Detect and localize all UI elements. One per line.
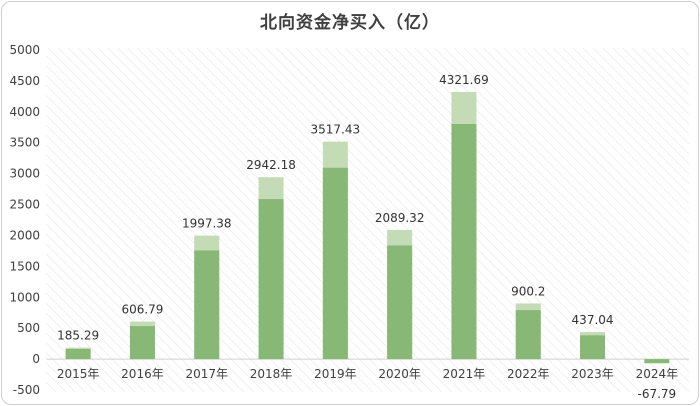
y-tick-label: 1000	[9, 290, 40, 304]
y-tick-label: 2000	[9, 228, 40, 242]
bars	[65, 91, 670, 364]
data-label: 1997.38	[182, 217, 232, 231]
x-tick-label: 2018年	[250, 367, 293, 381]
x-tick-label: 2022年	[507, 367, 550, 381]
bar-inner	[322, 167, 348, 360]
x-tick-label: 2021年	[443, 367, 486, 381]
y-tick-label: 1500	[9, 259, 40, 273]
y-tick-label: -500	[13, 383, 40, 397]
bar-inner	[451, 123, 477, 360]
y-tick-label: 2500	[9, 198, 40, 212]
y-tick-label: 4500	[9, 74, 40, 88]
bar-inner	[515, 310, 541, 360]
data-label: 3517.43	[311, 123, 361, 137]
x-tick-label: 2020年	[378, 367, 421, 381]
x-tick-label: 2024年	[636, 367, 679, 381]
bar-inner	[387, 245, 413, 360]
x-tick-label: 2023年	[571, 367, 614, 381]
x-tick-label: 2017年	[185, 367, 228, 381]
y-tick-label: 3000	[9, 167, 40, 181]
chart-title: 北向资金净买入（亿）	[260, 13, 440, 33]
y-tick-label: 0	[32, 352, 40, 366]
y-tick-label: 5000	[9, 43, 40, 57]
bar-inner	[194, 250, 220, 360]
data-label: -67.79	[638, 387, 677, 401]
y-tick-label: 3500	[9, 136, 40, 150]
data-label: 2089.32	[375, 211, 425, 225]
bar	[644, 359, 670, 364]
y-axis: -500 0 500 1000 1500 2000 2500 3000 3500 4000 4500…	[9, 43, 689, 397]
x-tick-label: 2015年	[57, 367, 100, 381]
x-tick-label: 2016年	[121, 367, 164, 381]
data-label: 185.29	[57, 329, 99, 343]
data-label: 900.2	[511, 284, 545, 298]
bar-inner	[65, 349, 91, 360]
x-tick-label: 2019年	[314, 367, 357, 381]
y-tick-label: 4000	[9, 105, 40, 119]
y-tick-label: 500	[17, 321, 40, 335]
data-label: 606.79	[121, 303, 163, 317]
data-label: 437.04	[572, 313, 614, 327]
bar-inner	[258, 199, 284, 360]
data-label: 2942.18	[246, 158, 296, 172]
x-axis: 2015年 2016年 2017年 2018年 2019年 2020年 2021年 2022年…	[57, 367, 678, 381]
data-label: 4321.69	[439, 73, 489, 87]
data-labels: 185.29 606.79 1997.38 2942.18 3517.43 2089.32…	[57, 73, 676, 401]
bar-inner	[580, 335, 606, 360]
bar-inner	[129, 326, 155, 360]
